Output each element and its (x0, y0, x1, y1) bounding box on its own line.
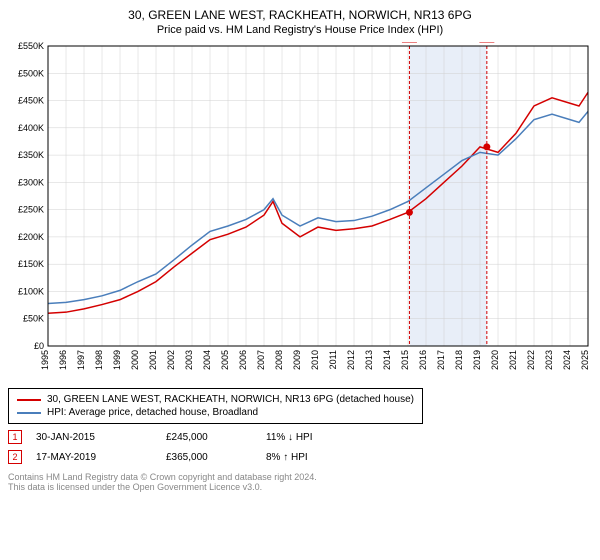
svg-text:2001: 2001 (148, 350, 158, 370)
svg-text:2018: 2018 (454, 350, 464, 370)
sale-date: 30-JAN-2015 (36, 432, 166, 443)
legend-item: HPI: Average price, detached house, Broa… (17, 406, 414, 419)
svg-text:2015: 2015 (400, 350, 410, 370)
legend: 30, GREEN LANE WEST, RACKHEATH, NORWICH,… (8, 388, 423, 424)
svg-text:2008: 2008 (274, 350, 284, 370)
sale-price: £365,000 (166, 452, 266, 463)
svg-text:2017: 2017 (436, 350, 446, 370)
sale-row: 2 17-MAY-2019£365,0008% ↑ HPI (8, 450, 592, 464)
page-subtitle: Price paid vs. HM Land Registry's House … (8, 24, 592, 36)
svg-text:2007: 2007 (256, 350, 266, 370)
sale-price: £245,000 (166, 432, 266, 443)
svg-text:£250K: £250K (18, 205, 44, 215)
page-title: 30, GREEN LANE WEST, RACKHEATH, NORWICH,… (8, 8, 592, 22)
svg-text:£50K: £50K (23, 314, 44, 324)
svg-text:£350K: £350K (18, 150, 44, 160)
svg-text:2020: 2020 (490, 350, 500, 370)
sale-marker: 1 (8, 430, 22, 444)
svg-text:2006: 2006 (238, 350, 248, 370)
svg-text:£450K: £450K (18, 96, 44, 106)
svg-text:2000: 2000 (130, 350, 140, 370)
chart-header: 30, GREEN LANE WEST, RACKHEATH, NORWICH,… (8, 8, 592, 36)
svg-text:2025: 2025 (580, 350, 590, 370)
svg-text:£150K: £150K (18, 259, 44, 269)
svg-text:2004: 2004 (202, 350, 212, 370)
sales-table: 1 30-JAN-2015£245,00011% ↓ HPI 2 17-MAY-201… (8, 430, 592, 464)
svg-text:2009: 2009 (292, 350, 302, 370)
svg-text:£100K: £100K (18, 286, 44, 296)
svg-text:1995: 1995 (40, 350, 50, 370)
svg-text:2021: 2021 (508, 350, 518, 370)
svg-text:2002: 2002 (166, 350, 176, 370)
svg-text:2016: 2016 (418, 350, 428, 370)
svg-text:2012: 2012 (346, 350, 356, 370)
svg-text:£550K: £550K (18, 42, 44, 51)
sale-hpi: 8% ↑ HPI (266, 452, 366, 463)
legend-item: 30, GREEN LANE WEST, RACKHEATH, NORWICH,… (17, 393, 414, 406)
svg-text:1999: 1999 (112, 350, 122, 370)
legend-swatch (17, 399, 41, 401)
svg-text:£300K: £300K (18, 177, 44, 187)
sale-marker: 2 (8, 450, 22, 464)
sale-date: 17-MAY-2019 (36, 452, 166, 463)
line-chart: £0 £50K £100K £150K £200K £250K £300K £350K £400… (8, 42, 592, 382)
svg-text:£200K: £200K (18, 232, 44, 242)
footer-line: Contains HM Land Registry data © Crown c… (8, 472, 592, 482)
footer: Contains HM Land Registry data © Crown c… (8, 472, 592, 492)
svg-text:2003: 2003 (184, 350, 194, 370)
svg-text:2023: 2023 (544, 350, 554, 370)
svg-text:£400K: £400K (18, 123, 44, 133)
svg-text:1996: 1996 (58, 350, 68, 370)
svg-text:2024: 2024 (562, 350, 572, 370)
svg-text:2010: 2010 (310, 350, 320, 370)
svg-text:£500K: £500K (18, 68, 44, 78)
chart-svg: £0 £50K £100K £150K £200K £250K £300K £350K £400… (8, 42, 592, 382)
svg-text:2014: 2014 (382, 350, 392, 370)
svg-text:1998: 1998 (94, 350, 104, 370)
svg-text:1997: 1997 (76, 350, 86, 370)
svg-text:2013: 2013 (364, 350, 374, 370)
svg-text:2022: 2022 (526, 350, 536, 370)
sale-row: 1 30-JAN-2015£245,00011% ↓ HPI (8, 430, 592, 444)
svg-text:2019: 2019 (472, 350, 482, 370)
svg-text:2005: 2005 (220, 350, 230, 370)
svg-text:£0: £0 (34, 341, 44, 351)
footer-line: This data is licensed under the Open Gov… (8, 482, 592, 492)
sale-hpi: 11% ↓ HPI (266, 432, 366, 443)
legend-swatch (17, 412, 41, 414)
svg-text:2011: 2011 (328, 350, 338, 369)
legend-label: HPI: Average price, detached house, Broa… (47, 407, 258, 418)
legend-label: 30, GREEN LANE WEST, RACKHEATH, NORWICH,… (47, 394, 414, 405)
